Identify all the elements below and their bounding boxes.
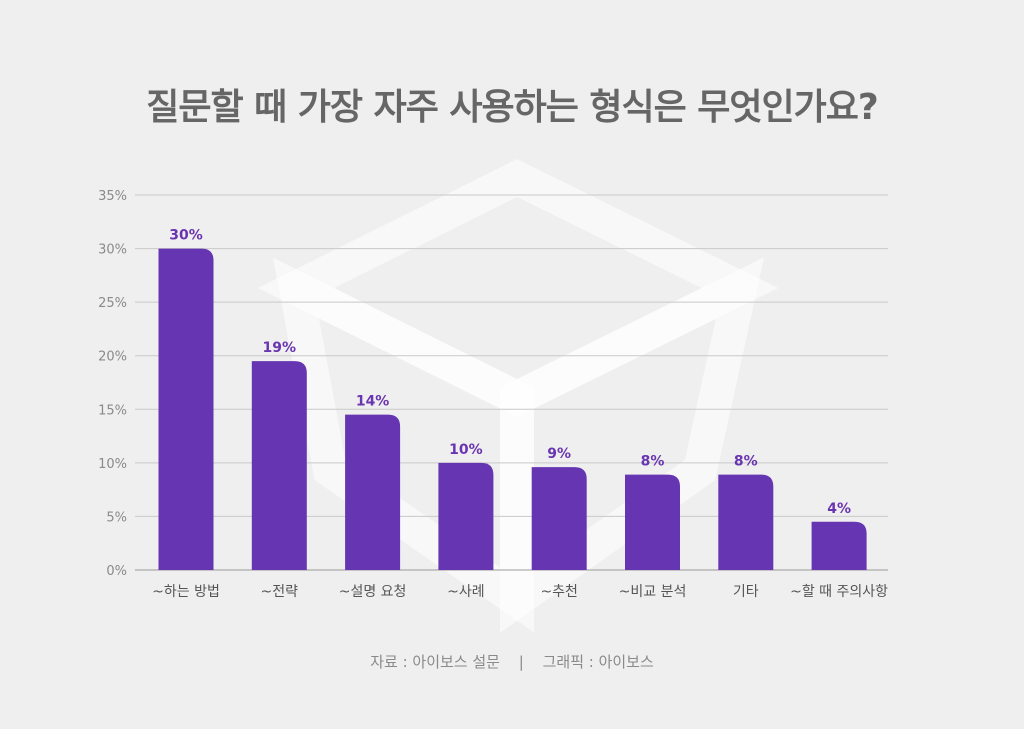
y-tick-label: 5% xyxy=(106,510,127,525)
source-line: 자료 : 아이보스 설문 | 그래픽 : 아이보스 xyxy=(0,651,1024,672)
bar xyxy=(718,474,774,570)
source-text: 자료 : 아이보스 설문 xyxy=(370,653,500,671)
y-tick-label: 0% xyxy=(106,564,127,579)
bar xyxy=(625,474,680,570)
bar-value-label: 19% xyxy=(263,340,297,356)
x-category-label: ~설명 요청 xyxy=(339,584,407,600)
bar xyxy=(531,467,587,570)
chart-title: 질문할 때 가장 자주 사용하는 형식은 무엇인가요? xyxy=(146,87,878,128)
y-tick-label: 15% xyxy=(98,403,127,418)
y-tick-label: 35% xyxy=(98,189,127,204)
x-category-label: ~추천 xyxy=(540,584,578,600)
y-tick-label: 30% xyxy=(98,243,127,258)
bar-value-label: 8% xyxy=(734,454,758,470)
y-tick-label: 25% xyxy=(98,296,127,311)
bar-value-label: 9% xyxy=(547,446,571,462)
bar xyxy=(158,248,214,571)
y-tick-label: 10% xyxy=(98,457,127,472)
bar xyxy=(345,414,401,570)
bar xyxy=(251,361,307,570)
x-category-label: ~하는 방법 xyxy=(152,584,220,600)
x-category-label: ~사례 xyxy=(447,584,485,600)
x-category-label: ~비교 분석 xyxy=(619,584,687,600)
bar-value-label: 8% xyxy=(641,454,665,470)
footer-separator: | xyxy=(518,653,524,671)
bar-value-label: 14% xyxy=(356,394,390,410)
bar-value-label: 10% xyxy=(449,442,483,458)
bar xyxy=(811,521,867,570)
bar-value-label: 4% xyxy=(827,501,851,517)
y-tick-label: 20% xyxy=(98,350,127,365)
bar-value-label: 30% xyxy=(169,228,203,244)
graphic-credit: 그래픽 : 아이보스 xyxy=(542,653,654,671)
x-category-label: ~전략 xyxy=(261,584,299,600)
bar xyxy=(438,462,494,570)
x-category-label: 기타 xyxy=(733,584,759,600)
x-category-label: ~할 때 주의사항 xyxy=(790,584,888,600)
